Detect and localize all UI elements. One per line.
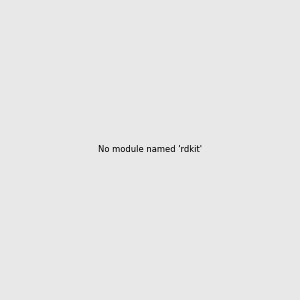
Text: No module named 'rdkit': No module named 'rdkit' [98, 146, 202, 154]
